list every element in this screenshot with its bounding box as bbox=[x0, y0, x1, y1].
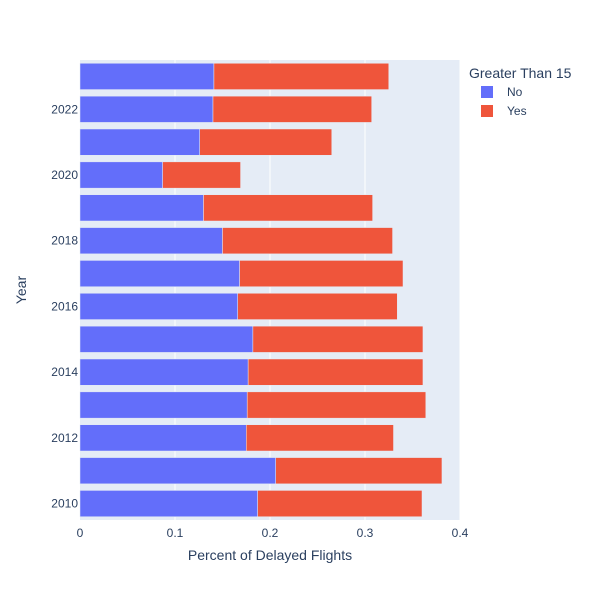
bar-no-2010[interactable] bbox=[79, 490, 258, 517]
bar-yes-2019[interactable] bbox=[203, 194, 373, 222]
legend-swatch bbox=[481, 86, 493, 98]
x-tick-label: 0.2 bbox=[262, 526, 279, 540]
bar-no-2017[interactable] bbox=[79, 260, 240, 287]
bar-yes-2022[interactable] bbox=[212, 95, 372, 123]
bar-no-2016[interactable] bbox=[79, 293, 238, 320]
bar-no-2011[interactable] bbox=[79, 457, 276, 485]
bar-no-2018[interactable] bbox=[79, 227, 223, 255]
bar-no-2021[interactable] bbox=[79, 128, 200, 156]
bar-yes-2011[interactable] bbox=[275, 457, 443, 485]
x-tick-label: 0.3 bbox=[357, 526, 374, 540]
bar-yes-2023[interactable] bbox=[213, 63, 389, 90]
bar-no-2022[interactable] bbox=[79, 95, 214, 123]
y-axis-ticks: 2010 2012 2014 2016 2018 2020 2022 bbox=[51, 102, 78, 510]
bars bbox=[79, 63, 443, 517]
bar-yes-2020[interactable] bbox=[162, 161, 241, 189]
y-tick-label: 2016 bbox=[51, 299, 78, 313]
bar-no-2012[interactable] bbox=[79, 424, 247, 452]
x-axis-title: Percent of Delayed Flights bbox=[188, 547, 352, 563]
y-tick-label: 2022 bbox=[51, 102, 78, 116]
legend-label: Yes bbox=[507, 104, 527, 118]
bar-no-2023[interactable] bbox=[79, 63, 215, 90]
y-tick-label: 2014 bbox=[51, 365, 78, 379]
bar-yes-2015[interactable] bbox=[252, 325, 424, 353]
y-tick-label: 2010 bbox=[51, 497, 78, 511]
bar-yes-2014[interactable] bbox=[247, 358, 424, 386]
bar-no-2020[interactable] bbox=[79, 161, 163, 189]
legend-label: No bbox=[507, 85, 523, 99]
bar-yes-2021[interactable] bbox=[199, 128, 332, 156]
bar-yes-2012[interactable] bbox=[246, 424, 394, 452]
bar-yes-2017[interactable] bbox=[239, 260, 404, 287]
legend-title: Greater Than 15 bbox=[469, 65, 572, 81]
bar-yes-2018[interactable] bbox=[222, 227, 393, 255]
y-tick-label: 2018 bbox=[51, 234, 78, 248]
y-tick-label: 2012 bbox=[51, 431, 78, 445]
bar-yes-2010[interactable] bbox=[257, 490, 423, 517]
bar-no-2013[interactable] bbox=[79, 391, 248, 419]
bar-yes-2016[interactable] bbox=[237, 293, 398, 320]
x-tick-label: 0.4 bbox=[452, 526, 469, 540]
legend-swatch bbox=[481, 105, 493, 117]
y-axis-title: Year bbox=[13, 276, 29, 305]
bar-no-2015[interactable] bbox=[79, 325, 254, 353]
x-axis-ticks: 0 0.1 0.2 0.3 0.4 bbox=[77, 526, 469, 540]
bar-no-2019[interactable] bbox=[79, 194, 204, 222]
x-tick-label: 0 bbox=[77, 526, 84, 540]
bar-yes-2013[interactable] bbox=[246, 391, 427, 419]
legend-item-no[interactable]: No bbox=[481, 85, 523, 99]
bar-no-2014[interactable] bbox=[79, 358, 249, 386]
legend[interactable]: Greater Than 15 No Yes bbox=[469, 65, 572, 118]
x-tick-label: 0.1 bbox=[167, 526, 184, 540]
legend-item-yes[interactable]: Yes bbox=[481, 104, 527, 118]
y-tick-label: 2020 bbox=[51, 168, 78, 182]
